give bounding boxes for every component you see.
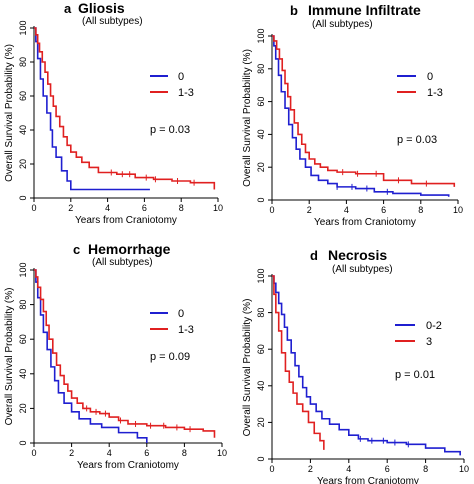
panel-d-x-tick-label: 10 bbox=[459, 464, 469, 474]
panel-a-y-axis-label: Overall Survival Probability (%) bbox=[4, 44, 15, 182]
panel-c-x-tick-label: 8 bbox=[182, 448, 187, 458]
panel-d-y-tick-label: 60 bbox=[256, 344, 266, 354]
panel-d-p-value: p = 0.01 bbox=[395, 369, 435, 381]
panel-b-p-value: p = 0.03 bbox=[397, 134, 437, 146]
panel-a-letter: a bbox=[64, 1, 72, 16]
panel-b-x-tick-label: 4 bbox=[344, 205, 349, 215]
panel-c-x-tick-label: 10 bbox=[217, 448, 227, 458]
panel-a-series-2-line bbox=[34, 27, 216, 190]
panel-a-subtitle: (All subtypes) bbox=[82, 16, 143, 27]
panel-c-letter: c bbox=[73, 242, 80, 257]
panel-b-legend-label-1: 0 bbox=[427, 71, 433, 83]
panel-a-y-tick-label: 60 bbox=[18, 91, 28, 101]
panel-a-x-tick-label: 10 bbox=[213, 203, 223, 213]
panel-a-legend-label-2: 1-3 bbox=[178, 87, 194, 99]
panel-b-x-axis-label: Years from Craniotomy bbox=[314, 217, 416, 228]
panel-d-series-1-line bbox=[272, 275, 461, 456]
panel-d-title: Necrosis bbox=[328, 247, 387, 263]
panel-d-y-tick-label: 80 bbox=[256, 308, 266, 318]
panel-b-series-2-line bbox=[272, 35, 456, 187]
panel-d-x-tick-label: 0 bbox=[269, 464, 274, 474]
panel-b-y-tick-label: 0 bbox=[256, 197, 266, 202]
panel-c-x-tick-label: 0 bbox=[31, 448, 36, 458]
panel-a-y-tick-label: 80 bbox=[18, 57, 28, 67]
panel-b-x-tick-label: 0 bbox=[269, 205, 274, 215]
panel-d-x-tick-label: 4 bbox=[346, 464, 351, 474]
panel-c-x-tick-label: 2 bbox=[69, 448, 74, 458]
panel-c-legend-label-2: 1-3 bbox=[178, 324, 194, 336]
panel-c-p-value: p = 0.09 bbox=[150, 351, 190, 363]
panel-d-x-axis-label: Years from Craniotomy bbox=[317, 476, 419, 484]
panel-a-y-tick-label: 100 bbox=[18, 20, 28, 35]
panel-d-x-tick-label: 6 bbox=[385, 464, 390, 474]
panel-c-y-tick-label: 60 bbox=[18, 334, 28, 344]
panel-b-y-tick-label: 20 bbox=[256, 162, 266, 172]
panel-d-x-tick-label: 2 bbox=[308, 464, 313, 474]
panel-c-title: Hemorrhage bbox=[88, 241, 171, 257]
panel-a-y-tick-label: 40 bbox=[18, 125, 28, 135]
panel-a-p-value: p = 0.03 bbox=[150, 124, 190, 136]
panel-b-subtitle: (All subtypes) bbox=[312, 19, 373, 30]
panel-b-x-tick-label: 2 bbox=[307, 205, 312, 215]
panel-c-series-2-line bbox=[34, 269, 216, 438]
panel-d-y-tick-label: 100 bbox=[256, 268, 266, 283]
panel-c-y-tick-label: 40 bbox=[18, 369, 28, 379]
panel-d-letter: d bbox=[310, 248, 318, 263]
panel-c-x-tick-label: 6 bbox=[144, 448, 149, 458]
panel-c-y-tick-label: 100 bbox=[18, 262, 28, 277]
panel-a-x-tick-label: 6 bbox=[142, 203, 147, 213]
panel-c-series-1-line bbox=[34, 269, 148, 443]
panel-b-y-axis-label: Overall Survival Probability (%) bbox=[242, 49, 253, 187]
panel-d-subtitle: (All subtypes) bbox=[332, 264, 393, 275]
panel-a-legend-label-1: 0 bbox=[178, 71, 184, 83]
panel-c-y-tick-label: 0 bbox=[18, 440, 28, 445]
panel-b-y-tick-label: 60 bbox=[256, 97, 266, 107]
panel-a-x-tick-label: 0 bbox=[31, 203, 36, 213]
panel-a-series-1-line bbox=[34, 27, 150, 191]
panel-d-legend-label-2: 3 bbox=[426, 336, 432, 348]
panel-c-y-axis-label: Overall Survival Probability (%) bbox=[4, 288, 15, 426]
panel-c-y-tick-label: 20 bbox=[18, 403, 28, 413]
panel-b-legend-label-2: 1-3 bbox=[427, 87, 443, 99]
panel-b-x-tick-label: 10 bbox=[453, 205, 463, 215]
panel-a-x-tick-label: 4 bbox=[105, 203, 110, 213]
panel-b-x-tick-label: 6 bbox=[381, 205, 386, 215]
panel-b-x-tick-label: 8 bbox=[418, 205, 423, 215]
panel-a-y-tick-label: 20 bbox=[18, 159, 28, 169]
panel-d-series-2-line bbox=[272, 275, 325, 450]
panel-a-x-tick-label: 8 bbox=[179, 203, 184, 213]
panel-a-x-axis-label: Years from Craniotomy bbox=[75, 215, 177, 226]
panel-b-title: Immune Infiltrate bbox=[308, 2, 421, 18]
panel-b-y-tick-label: 40 bbox=[256, 129, 266, 139]
panel-a-x-tick-label: 2 bbox=[68, 203, 73, 213]
panel-c-x-tick-label: 4 bbox=[107, 448, 112, 458]
panel-c-y-tick-label: 80 bbox=[18, 300, 28, 310]
panel-c-subtitle: (All subtypes) bbox=[92, 257, 153, 268]
panel-d-y-axis-label: Overall Survival Probability (%) bbox=[242, 299, 253, 437]
panel-a-title: Gliosis bbox=[78, 0, 125, 16]
panel-d-y-tick-label: 40 bbox=[256, 381, 266, 391]
panel-d-x-tick-label: 8 bbox=[423, 464, 428, 474]
panel-d-y-tick-label: 20 bbox=[256, 417, 266, 427]
panel-b-series-1-line bbox=[272, 35, 450, 197]
panel-c-x-axis-label: Years from Craniotomy bbox=[77, 460, 179, 471]
panel-a-y-tick-label: 0 bbox=[18, 195, 28, 200]
panel-b-y-tick-label: 80 bbox=[256, 64, 266, 74]
panel-d-y-tick-label: 0 bbox=[256, 456, 266, 461]
panel-b-y-tick-label: 100 bbox=[256, 28, 266, 43]
panel-b-letter: b bbox=[290, 3, 298, 18]
panel-c-legend-label-1: 0 bbox=[178, 308, 184, 320]
panel-d-legend-label-1: 0-2 bbox=[426, 320, 442, 332]
